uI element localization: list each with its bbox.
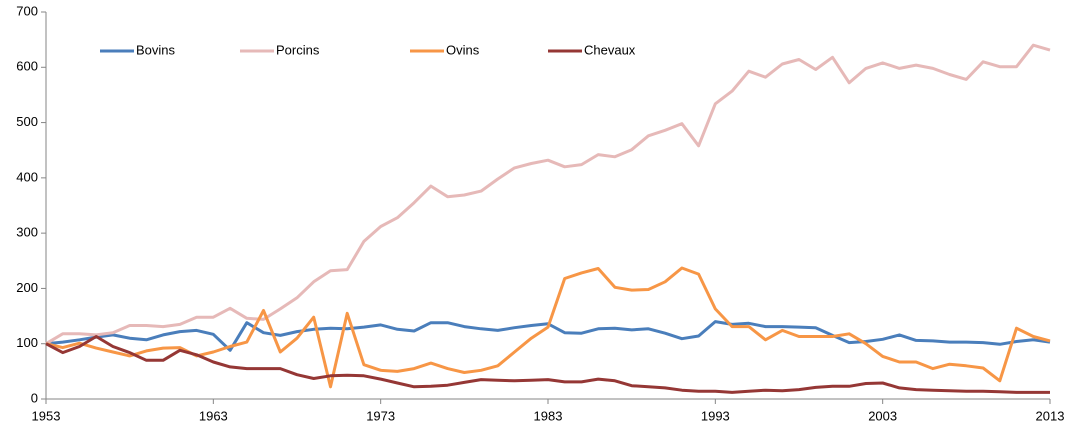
x-tick-label: 1993 — [701, 408, 730, 423]
y-tick-label: 700 — [16, 3, 38, 18]
y-tick-label: 400 — [16, 169, 38, 184]
legend-label: Ovins — [446, 42, 480, 57]
y-tick-label: 100 — [16, 335, 38, 350]
line-series — [45, 43, 1051, 345]
x-tick-label: 1973 — [366, 408, 395, 423]
legend-label: Chevaux — [584, 42, 636, 57]
line-series — [45, 335, 1050, 394]
y-tick-label: 200 — [16, 280, 38, 295]
x-tick-label: 1953 — [32, 408, 61, 423]
legend-label: Porcins — [276, 42, 320, 57]
x-tick-label: 2013 — [1036, 408, 1065, 423]
y-tick-label: 0 — [31, 390, 38, 405]
line-series — [45, 266, 1051, 389]
x-tick-label: 2003 — [868, 408, 897, 423]
y-tick-label: 300 — [16, 225, 38, 240]
x-tick-label: 1963 — [199, 408, 228, 423]
x-tick-label: 1983 — [534, 408, 563, 423]
y-tick-label: 500 — [16, 114, 38, 129]
legend-label: Bovins — [136, 42, 176, 57]
y-tick-label: 600 — [16, 59, 38, 74]
